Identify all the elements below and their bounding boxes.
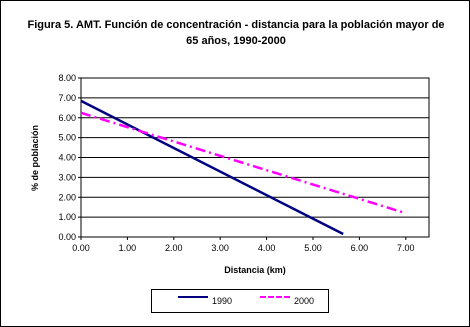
x-tick-label-1: 1.00 xyxy=(119,243,137,253)
x-axis-label: Distancia (km) xyxy=(224,265,286,275)
y-tick-label-0: 0.00 xyxy=(58,232,76,242)
legend: 1990 2000 xyxy=(151,289,329,313)
x-tick-label-7: 7.00 xyxy=(397,243,415,253)
y-tick-label-5: 5.00 xyxy=(58,133,76,143)
series-line-1990 xyxy=(80,99,344,236)
x-tick-label-2: 2.00 xyxy=(165,243,183,253)
chart-title: Figura 5. AMT. Función de concentración … xyxy=(27,19,445,47)
series-line-2000 xyxy=(80,111,407,215)
x-tick-label-5: 5.00 xyxy=(304,243,322,253)
legend-label-2000: 2000 xyxy=(294,296,315,306)
legend-line-2000 xyxy=(260,296,290,298)
legend-line-1990 xyxy=(178,296,208,298)
y-tick-label-4: 4.00 xyxy=(58,153,76,163)
y-tick-label-2: 2.00 xyxy=(58,192,76,202)
x-tick-label-6: 6.00 xyxy=(351,243,369,253)
y-tick-label-6: 6.00 xyxy=(58,113,76,123)
x-tick-label-4: 4.00 xyxy=(258,243,276,253)
y-tick-label-1: 1.00 xyxy=(58,212,76,222)
y-axis-label: % de población xyxy=(30,125,40,191)
y-tick-label-8: 8.00 xyxy=(58,73,76,83)
y-tick-label-3: 3.00 xyxy=(58,172,76,182)
x-tick-label-0: 0.00 xyxy=(72,243,90,253)
x-tick-label-3: 3.00 xyxy=(211,243,229,253)
y-tick-label-7: 7.00 xyxy=(58,93,76,103)
legend-label-1990: 1990 xyxy=(212,296,233,306)
